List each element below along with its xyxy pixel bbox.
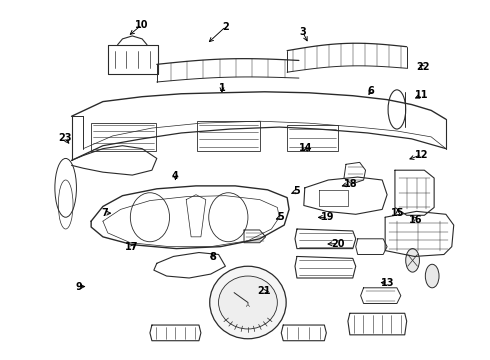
Bar <box>287 125 338 150</box>
Text: 18: 18 <box>344 179 358 189</box>
Ellipse shape <box>210 266 286 339</box>
Text: 21: 21 <box>257 287 271 297</box>
Text: 5: 5 <box>277 212 284 222</box>
Ellipse shape <box>219 276 277 329</box>
Text: 1: 1 <box>219 83 225 93</box>
Text: 8: 8 <box>209 252 216 262</box>
Text: 14: 14 <box>299 143 312 153</box>
Text: 13: 13 <box>381 278 395 288</box>
Text: 3: 3 <box>299 27 306 37</box>
Text: 5: 5 <box>294 186 300 196</box>
Text: 2: 2 <box>222 22 229 32</box>
Text: 20: 20 <box>331 239 345 248</box>
Text: 19: 19 <box>321 212 335 222</box>
Text: 15: 15 <box>391 208 404 218</box>
Text: 11: 11 <box>415 90 428 100</box>
Text: A: A <box>246 303 250 308</box>
Text: 12: 12 <box>415 150 428 159</box>
Ellipse shape <box>406 249 419 272</box>
Text: 22: 22 <box>416 62 429 72</box>
Text: 6: 6 <box>368 86 374 96</box>
Text: 4: 4 <box>172 171 179 181</box>
Text: 17: 17 <box>125 242 139 252</box>
Ellipse shape <box>425 264 439 288</box>
Text: 9: 9 <box>75 282 82 292</box>
Text: 23: 23 <box>58 133 72 143</box>
Text: 10: 10 <box>135 20 148 30</box>
Bar <box>91 123 156 150</box>
Text: 7: 7 <box>101 208 108 218</box>
Text: 16: 16 <box>409 215 423 225</box>
Bar <box>197 121 260 150</box>
